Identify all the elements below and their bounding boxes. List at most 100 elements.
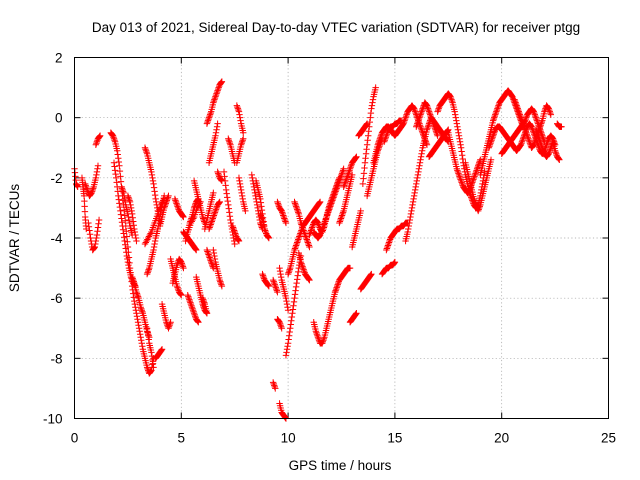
data-point [556,156,563,163]
y-tick-label: -2 [50,171,62,186]
data-point [177,257,184,264]
data-point [132,307,140,314]
data-point [410,192,418,200]
data-point [179,212,186,219]
data-point [93,231,101,239]
data-point [130,276,137,284]
data-point [345,168,353,176]
data-point [539,146,547,153]
data-point [126,197,133,204]
data-point [375,138,383,145]
data-point [538,143,545,150]
data-point [321,218,329,225]
data-point [531,109,538,117]
data-point [122,217,129,224]
data-point [235,106,242,114]
data-point [145,233,153,240]
data-point [296,231,304,239]
data-point [84,186,91,194]
data-point [212,206,220,213]
data-point [257,199,265,206]
data-point [284,307,292,314]
data-point [270,380,277,388]
data-point [129,275,136,282]
data-point [384,129,391,136]
data-point [191,311,198,318]
data-point [94,228,101,235]
data-point [113,179,120,186]
data-point [138,305,145,312]
data-point [288,317,295,324]
data-point [132,303,139,311]
data-point [238,189,245,197]
data-point [319,225,326,233]
data-point [233,102,241,109]
data-point [367,114,374,121]
data-point [517,141,525,148]
data-point [511,97,519,105]
data-point [416,162,423,169]
data-point [187,299,194,306]
data-point [142,146,149,153]
data-point [367,109,375,117]
data-point [212,132,219,139]
data-point [319,340,326,347]
data-point [345,170,352,177]
data-point [317,230,324,237]
data-point [414,120,421,127]
data-point [391,258,399,266]
data-point [165,192,172,200]
data-point [292,203,300,210]
data-point [83,183,90,191]
data-point [258,213,265,221]
data-point [334,182,341,189]
data-point [489,134,496,141]
data-point [149,356,156,364]
data-point [81,180,89,188]
data-point [398,117,405,124]
data-point [446,91,453,99]
data-point [95,220,102,227]
x-tick-label: 5 [178,431,186,446]
data-point [513,103,521,111]
data-point [384,242,392,249]
data-point [158,346,166,353]
data-point [124,192,132,200]
data-point [322,215,330,222]
data-point [337,173,345,180]
data-point [205,251,212,258]
data-point [291,291,299,298]
data-point [423,102,431,109]
data-point [215,84,222,91]
data-point [240,129,247,136]
data-point [546,108,553,115]
data-point [165,323,173,330]
data-point [333,185,340,192]
data-point [544,152,551,159]
data-point [148,168,155,176]
data-point [236,177,243,185]
data-point [337,215,345,222]
data-point [114,188,121,195]
data-point [281,216,289,224]
data-point [368,102,376,109]
data-point [534,132,542,139]
data-point [493,108,500,115]
data-point [227,216,234,224]
data-point [258,206,266,214]
data-point [110,134,117,141]
data-point [238,192,246,200]
data-point [213,126,220,133]
data-point [417,111,424,118]
data-point [250,183,258,191]
data-point [194,318,202,325]
data-point [152,195,159,203]
data-point [210,97,218,105]
data-point [135,325,143,332]
data-point [364,137,371,144]
data-point [424,103,431,111]
data-point [229,224,237,231]
data-point [541,108,548,115]
data-point [424,105,432,112]
data-point [207,257,214,264]
